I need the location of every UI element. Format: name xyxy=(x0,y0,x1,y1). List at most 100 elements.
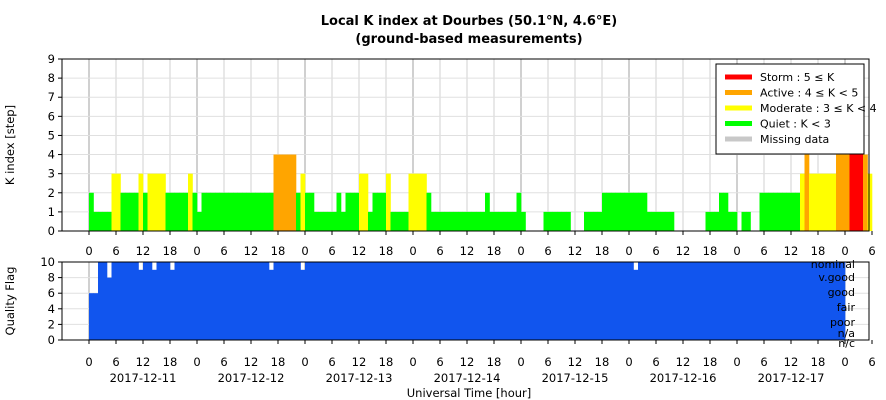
k-index-bar xyxy=(494,211,499,231)
k-index-bar xyxy=(242,192,247,231)
k-x-tick-label: 6 xyxy=(544,244,551,258)
quality-bar xyxy=(318,262,324,340)
k-index-bar xyxy=(161,173,166,231)
q-x-tick-label: 18 xyxy=(595,355,610,369)
k-index-bar xyxy=(836,154,841,231)
q-x-tick-label: 0 xyxy=(733,355,740,369)
k-index-bar xyxy=(206,192,211,231)
k-index-bar xyxy=(233,192,238,231)
k-index-bar xyxy=(840,154,846,231)
k-index-bar xyxy=(251,192,256,231)
k-index-bar xyxy=(89,192,94,231)
k-index-bar xyxy=(165,192,171,231)
q-y-tick-label: 2 xyxy=(48,317,55,331)
quality-bar xyxy=(485,262,490,340)
quality-bar xyxy=(624,262,630,340)
quality-bar xyxy=(471,262,477,340)
quality-bar xyxy=(836,262,841,340)
k-index-x-ticks: 0 6 12 18 0 6 12 18 0 6 12 18 0 6 12 18 0 6 12 18 0 6 12 18 0 6 12… xyxy=(85,231,876,258)
k-x-tick-label: 12 xyxy=(352,244,367,258)
k-index-bar xyxy=(291,154,297,231)
q-x-tick-label: 18 xyxy=(163,355,178,369)
quality-bar xyxy=(134,262,139,340)
quality-bar xyxy=(98,262,103,340)
quality-plot-frame xyxy=(61,261,870,341)
k-index-bar xyxy=(498,211,504,231)
day-label: 2017-12-12 xyxy=(218,371,285,385)
day-label: 2017-12-11 xyxy=(110,371,177,385)
quality-bar xyxy=(462,262,468,340)
k-x-tick-label: 12 xyxy=(244,244,259,258)
quality-bar xyxy=(386,262,391,340)
k-index-bar xyxy=(867,173,873,231)
q-x-tick-label: 18 xyxy=(487,355,502,369)
quality-bar xyxy=(755,262,760,340)
k-index-bar xyxy=(723,192,729,231)
quality-bar xyxy=(606,262,612,340)
quality-bar xyxy=(773,262,778,340)
k-index-bar xyxy=(521,211,526,231)
quality-bar xyxy=(539,262,544,340)
quality-bar xyxy=(795,262,801,340)
quality-bar xyxy=(273,262,279,340)
k-index-bar xyxy=(170,192,175,231)
k-index-bar xyxy=(606,192,612,231)
quality-bar xyxy=(759,262,765,340)
k-index-bar xyxy=(615,192,621,231)
q-x-tick-label: 6 xyxy=(112,355,119,369)
quality-bar xyxy=(669,262,675,340)
k-index-bar xyxy=(741,211,747,231)
k-index-bar xyxy=(309,192,315,231)
quality-bar xyxy=(710,262,715,340)
quality-bar xyxy=(323,262,328,340)
k-y-tick-label: 1 xyxy=(48,205,55,219)
k-index-bar xyxy=(485,192,490,231)
quality-bar xyxy=(575,262,580,340)
quality-bar xyxy=(255,262,261,340)
quality-bar xyxy=(651,262,657,340)
k-index-bar xyxy=(624,192,630,231)
k-index-bar xyxy=(138,173,144,231)
quality-bar xyxy=(597,262,603,340)
quality-bar xyxy=(260,262,265,340)
k-y-tick-label: 2 xyxy=(48,186,55,200)
quality-bar xyxy=(413,262,418,340)
q-y-tick-label: 10 xyxy=(40,255,55,269)
quality-bar xyxy=(431,262,436,340)
k-index-bar xyxy=(192,192,198,231)
quality-category-label: nominal xyxy=(811,258,855,271)
k-index-bar xyxy=(665,211,670,231)
k-index-bar xyxy=(440,211,445,231)
q-x-tick-label: 0 xyxy=(193,355,200,369)
q-x-tick-label: 12 xyxy=(784,355,799,369)
k-y-tick-label: 3 xyxy=(48,167,55,181)
legend-label: Missing data xyxy=(760,133,829,146)
quality-bar xyxy=(678,262,684,340)
k-index-bar xyxy=(417,173,423,231)
k-index-bar xyxy=(849,135,855,231)
k-index-plot-frame xyxy=(61,58,870,232)
quality-bar xyxy=(552,262,558,340)
quality-bar xyxy=(633,269,639,340)
k-index-bar xyxy=(197,211,202,231)
k-index-bar xyxy=(818,173,823,231)
quality-bar xyxy=(219,262,225,340)
k-index-bar xyxy=(597,211,603,231)
quality-bar xyxy=(777,262,783,340)
quality-bar xyxy=(656,262,661,340)
q-x-tick-label: 0 xyxy=(85,355,92,369)
k-index-bar xyxy=(786,192,792,231)
quality-bar xyxy=(422,262,427,340)
quality-bar xyxy=(435,262,441,340)
quality-bar xyxy=(746,262,751,340)
k-index-y-axis-label: K index [step] xyxy=(3,105,17,185)
quality-bar xyxy=(584,262,589,340)
quality-bars xyxy=(89,262,846,340)
quality-bar xyxy=(372,262,378,340)
quality-bar xyxy=(363,262,369,340)
k-y-tick-label: 5 xyxy=(48,128,55,142)
quality-bar xyxy=(557,262,562,340)
k-x-tick-label: 6 xyxy=(652,244,659,258)
k-index-bar xyxy=(467,211,472,231)
chart-title: Local K index at Dourbes (50.1°N, 4.6°E) xyxy=(321,14,618,29)
